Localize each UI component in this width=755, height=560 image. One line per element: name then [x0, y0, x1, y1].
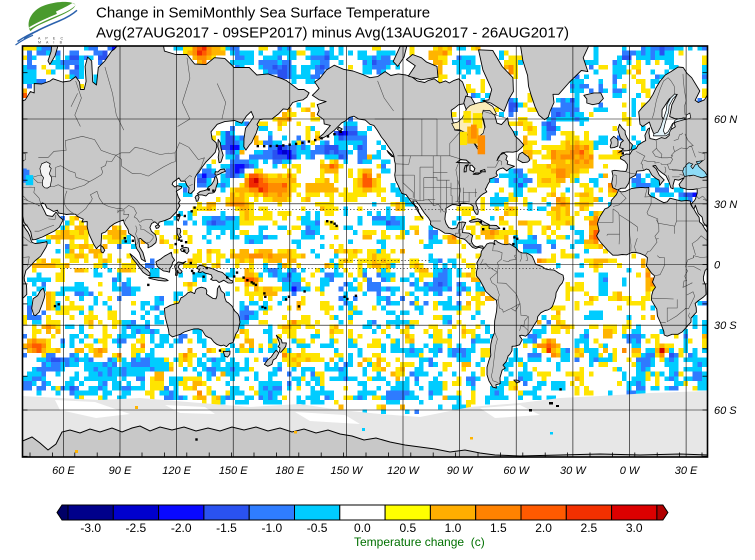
svg-text:60 N: 60 N: [714, 114, 737, 126]
svg-text:-3.0: -3.0: [80, 521, 101, 535]
svg-text:1.5: 1.5: [490, 521, 507, 535]
svg-text:30 W: 30 W: [560, 465, 587, 477]
svg-text:Change in SemiMonthly Sea Surf: Change in SemiMonthly Sea Surface Temper…: [96, 5, 430, 22]
svg-text:60 E: 60 E: [52, 465, 75, 477]
svg-text:90 W: 90 W: [447, 465, 474, 477]
svg-text:30 E: 30 E: [675, 465, 698, 477]
svg-text:-2.0: -2.0: [171, 521, 192, 535]
svg-text:120 W: 120 W: [387, 465, 420, 477]
svg-text:150 E: 150 E: [219, 465, 248, 477]
svg-text:0.0: 0.0: [354, 521, 371, 535]
svg-text:-0.5: -0.5: [307, 521, 328, 535]
svg-text:150 W: 150 W: [331, 465, 364, 477]
svg-text:Temperature change (c): Temperature change (c): [354, 535, 485, 549]
svg-text:30 S: 30 S: [714, 320, 737, 332]
svg-text:2.5: 2.5: [581, 521, 598, 535]
svg-text:1.0: 1.0: [445, 521, 462, 535]
svg-text:-2.5: -2.5: [126, 521, 147, 535]
svg-text:0: 0: [714, 260, 721, 272]
svg-text:90 E: 90 E: [109, 465, 132, 477]
svg-text:3.0: 3.0: [626, 521, 643, 535]
svg-text:30 N: 30 N: [714, 199, 737, 211]
svg-text:2.0: 2.0: [535, 521, 552, 535]
svg-text:0.5: 0.5: [399, 521, 416, 535]
svg-text:M A I B: M A I B: [38, 41, 64, 45]
svg-text:Avg(27AUG2017 - 09SEP2017) min: Avg(27AUG2017 - 09SEP2017) minus Avg(13A…: [96, 25, 569, 42]
svg-text:180 E: 180 E: [275, 465, 304, 477]
svg-text:60 W: 60 W: [503, 465, 530, 477]
svg-text:60 S: 60 S: [714, 405, 737, 417]
svg-text:120 E: 120 E: [162, 465, 191, 477]
svg-text:0 W: 0 W: [620, 465, 641, 477]
svg-text:-1.5: -1.5: [216, 521, 237, 535]
svg-text:-1.0: -1.0: [262, 521, 283, 535]
svg-text:A P E C: A P E C: [38, 37, 65, 41]
